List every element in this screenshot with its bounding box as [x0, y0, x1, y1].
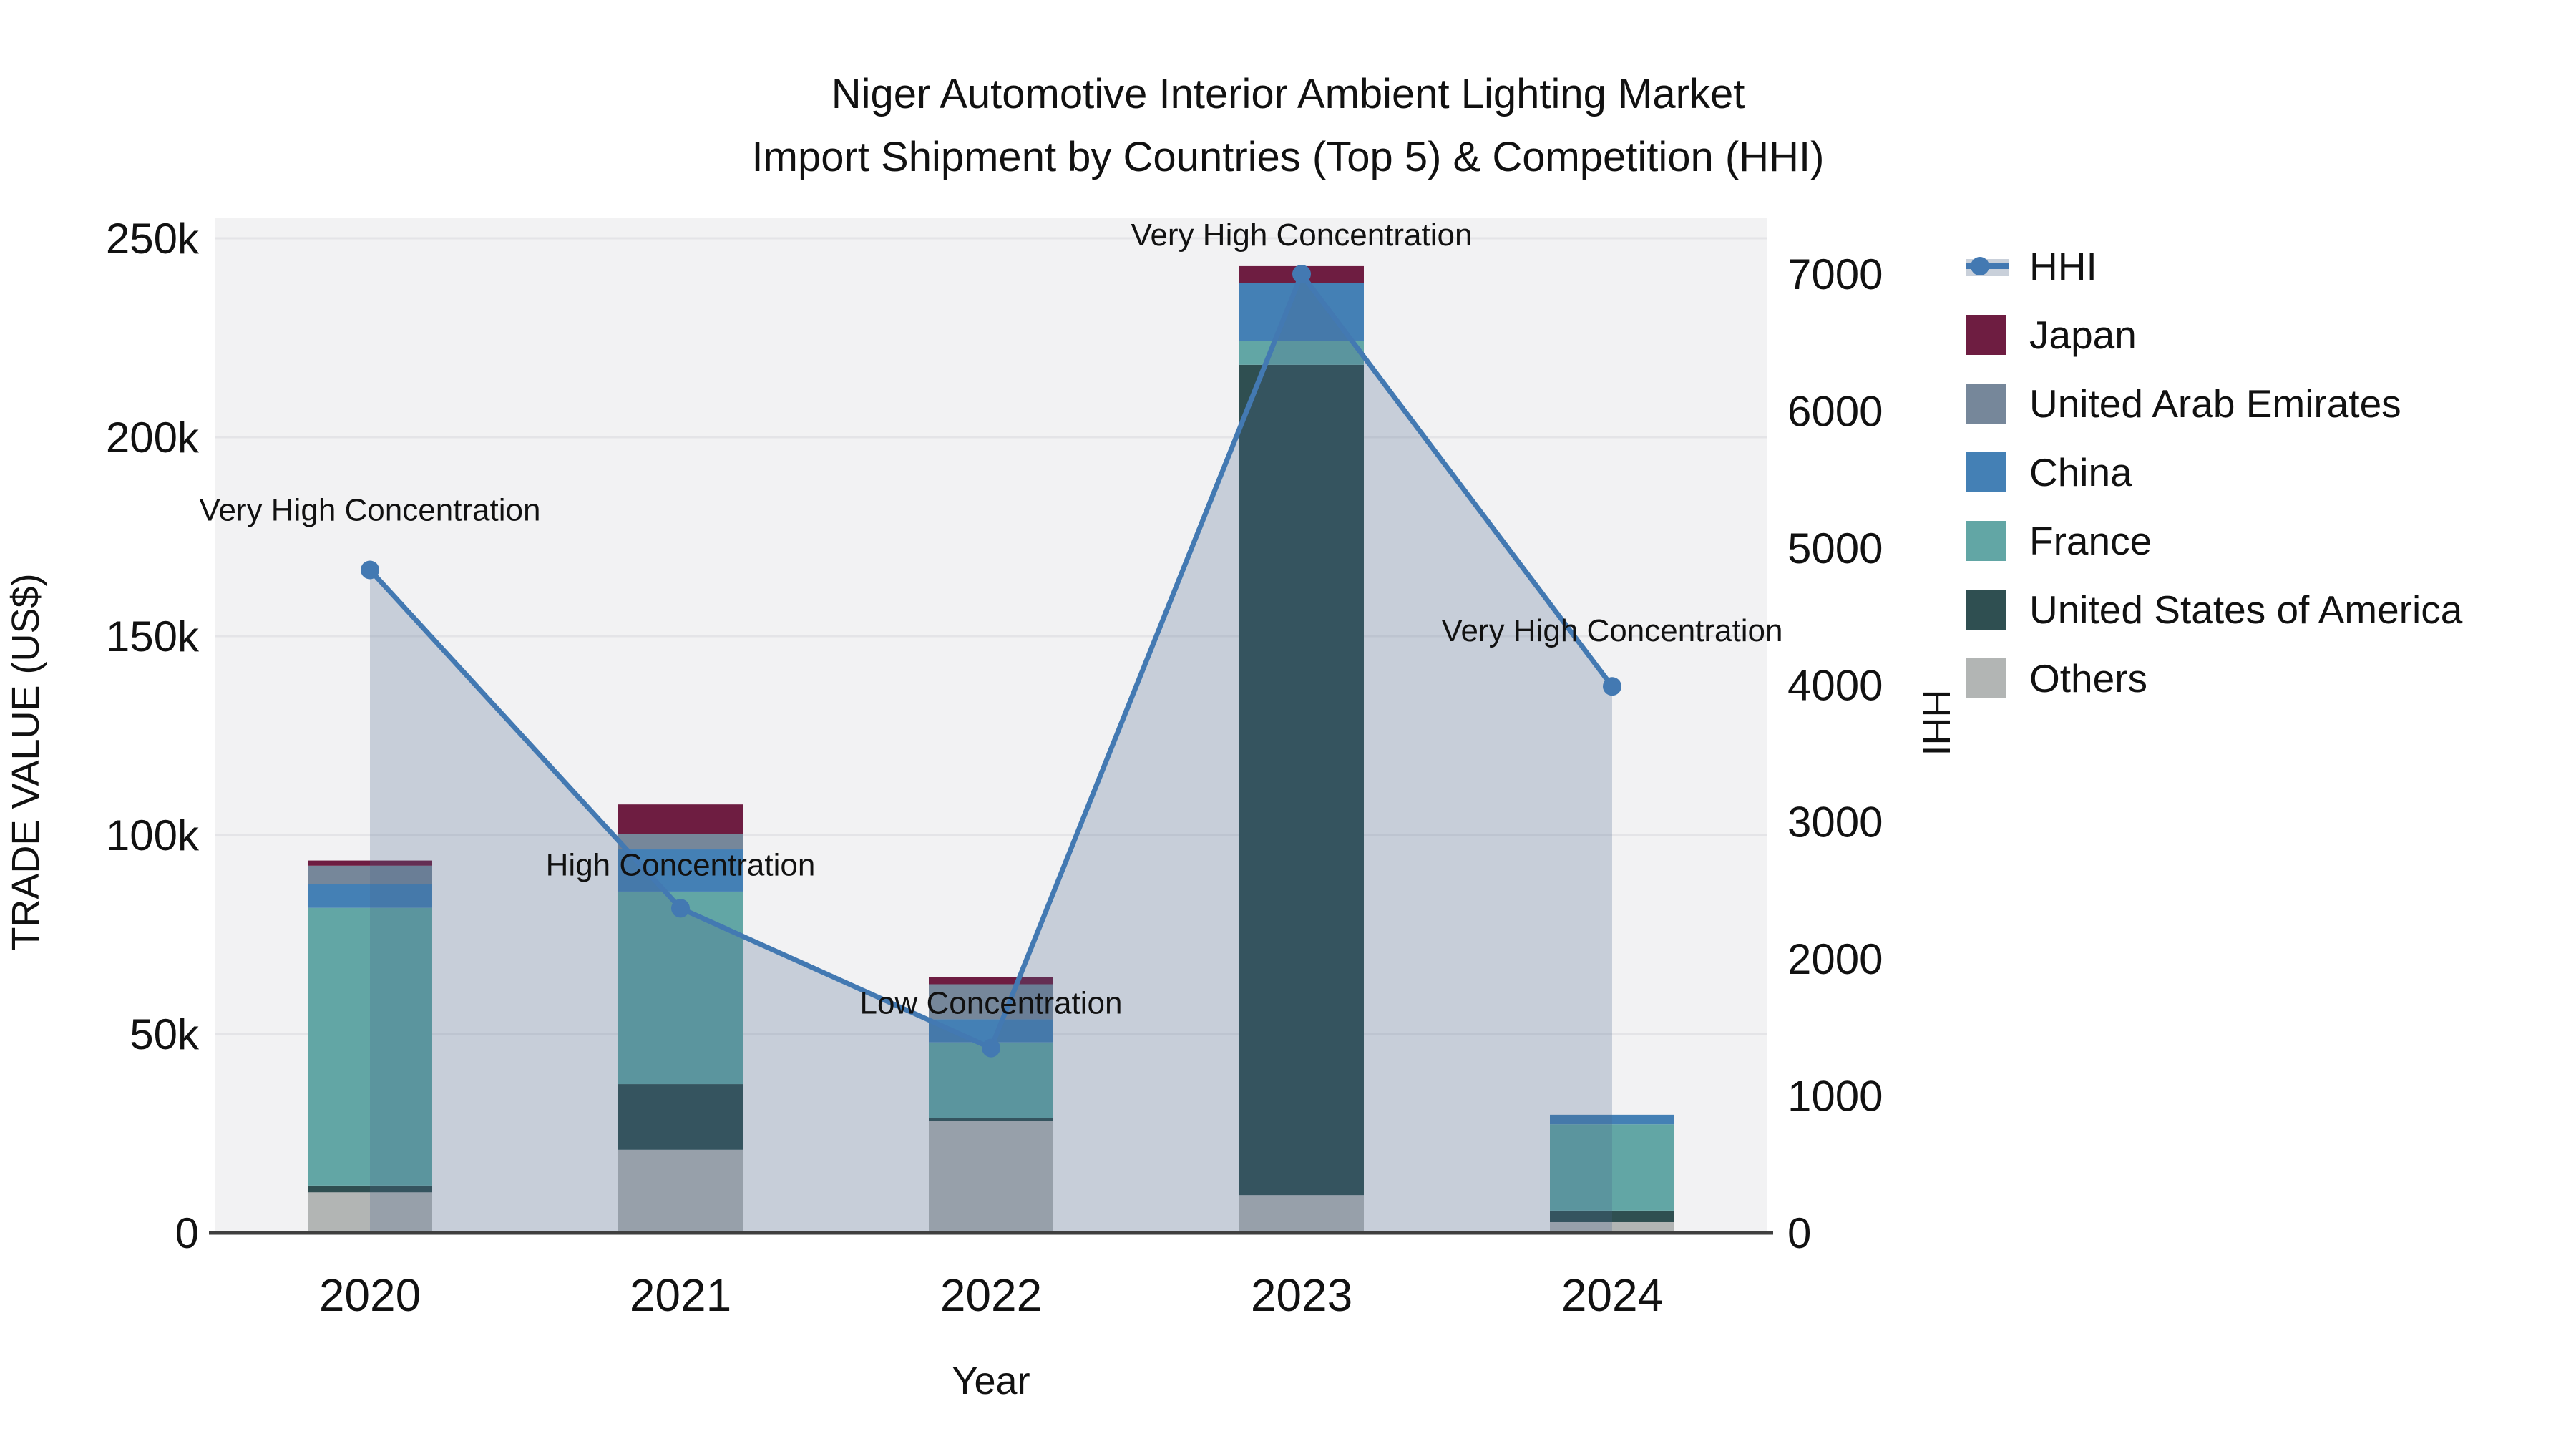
annotation-2020: Very High Concentration	[200, 492, 541, 527]
legend-swatch-japan	[1966, 315, 2006, 355]
annotation-2024: Very High Concentration	[1442, 613, 1783, 648]
y-left-tick-0: 0	[175, 1209, 199, 1257]
legend-item-united-arab-emirates[interactable]: United Arab Emirates	[1966, 369, 2462, 438]
bar-segment-france-2020[interactable]	[308, 907, 432, 1186]
hhi-line-icon-part	[1971, 257, 1989, 275]
y-left-axis-title: TRADE VALUE (US$)	[4, 573, 47, 951]
y-right-tick-5000: 5000	[1787, 525, 1883, 572]
bar-segment-japan-2022[interactable]	[929, 977, 1053, 985]
hhi-marker-2021[interactable]	[671, 899, 690, 918]
bar-segment-others-2021[interactable]	[618, 1149, 743, 1233]
legend-item-united-states-of-america[interactable]: United States of America	[1966, 575, 2462, 644]
bar-segment-united-states-of-america-2021[interactable]	[618, 1084, 743, 1150]
bar-segment-china-2021[interactable]	[618, 849, 743, 892]
legend-label: HHI	[2029, 244, 2097, 288]
legend-swatch-united-states-of-america	[1966, 590, 2006, 630]
legend-item-others[interactable]: Others	[1966, 644, 2462, 713]
hhi-area-fill	[370, 274, 1612, 1233]
hhi-line-icon	[1966, 246, 2009, 286]
y-right-axis-title: HHI	[1915, 689, 1958, 756]
y-right-tick-7000: 7000	[1787, 250, 1883, 298]
annotation-2023: Very High Concentration	[1131, 218, 1473, 253]
y-left-tick-50k: 50k	[130, 1010, 200, 1058]
bar-segment-united-states-of-america-2023[interactable]	[1239, 364, 1364, 1196]
legend-label: Others	[2029, 656, 2148, 701]
bar-segment-united-states-of-america-2022[interactable]	[929, 1118, 1053, 1121]
y-right-tick-6000: 6000	[1787, 387, 1883, 435]
hhi-marker-2024[interactable]	[1603, 677, 1621, 696]
bar-segment-united-arab-emirates-2021[interactable]	[618, 834, 743, 850]
y-right-tick-4000: 4000	[1787, 661, 1883, 709]
bar-segment-others-2020[interactable]	[308, 1192, 432, 1233]
y-right-tick-0: 0	[1787, 1209, 1811, 1257]
legend-label: France	[2029, 519, 2152, 563]
bar-segment-france-2021[interactable]	[618, 891, 743, 1085]
bar-segment-france-2023[interactable]	[1239, 341, 1364, 365]
legend-item-japan[interactable]: Japan	[1966, 301, 2462, 369]
chart-title: Niger Automotive Interior Ambient Lighti…	[0, 63, 2576, 189]
legend-swatch-united-arab-emirates	[1966, 384, 2006, 424]
bar-segment-united-states-of-america-2024[interactable]	[1550, 1210, 1674, 1222]
x-tick-2022: 2022	[940, 1269, 1042, 1321]
legend-swatch-china	[1966, 452, 2006, 492]
bar-segment-japan-2020[interactable]	[308, 860, 432, 866]
y-right-tick-1000: 1000	[1787, 1073, 1883, 1121]
hhi-marker-2022[interactable]	[982, 1038, 1000, 1058]
y-right-tick-2000: 2000	[1787, 935, 1883, 983]
bar-segment-china-2020[interactable]	[308, 884, 432, 908]
hhi-marker-2020[interactable]	[361, 560, 379, 580]
y-left-tick-200k: 200k	[106, 414, 200, 462]
x-axis-title: Year	[952, 1360, 1030, 1402]
annotation-2021: High Concentration	[546, 847, 816, 882]
bar-segment-japan-2021[interactable]	[618, 804, 743, 834]
legend-label: United States of America	[2029, 587, 2463, 632]
y-left-tick-250k: 250k	[106, 215, 200, 263]
bar-segment-others-2022[interactable]	[929, 1121, 1053, 1233]
bar-segment-united-arab-emirates-2020[interactable]	[308, 865, 432, 884]
y-left-tick-100k: 100k	[106, 811, 200, 859]
hhi-marker-2023[interactable]	[1292, 265, 1311, 283]
legend-label: China	[2029, 450, 2132, 494]
bar-segment-others-2024[interactable]	[1550, 1221, 1674, 1233]
bar-segment-others-2023[interactable]	[1239, 1195, 1364, 1233]
legend-swatch-others	[1966, 658, 2006, 698]
x-tick-2020: 2020	[319, 1269, 421, 1321]
chart-title-line2: Import Shipment by Countries (Top 5) & C…	[751, 134, 1825, 180]
x-tick-2024: 2024	[1561, 1269, 1663, 1321]
legend-label: United Arab Emirates	[2029, 381, 2401, 426]
annotation-2022: Low Concentration	[860, 986, 1123, 1021]
bar-segment-united-arab-emirates-2022[interactable]	[929, 984, 1053, 1020]
x-tick-2023: 2023	[1251, 1269, 1352, 1321]
legend-label: Japan	[2029, 313, 2137, 357]
y-left-tick-150k: 150k	[106, 613, 200, 660]
bar-segment-united-states-of-america-2020[interactable]	[308, 1185, 432, 1193]
legend: HHI Japan United Arab Emirates China France U…	[1966, 232, 2462, 713]
legend-item-china[interactable]: China	[1966, 438, 2462, 507]
x-tick-2021: 2021	[630, 1269, 731, 1321]
y-right-tick-3000: 3000	[1787, 799, 1883, 847]
chart-title-line1: Niger Automotive Interior Ambient Lighti…	[831, 71, 1745, 117]
bar-segment-china-2024[interactable]	[1550, 1114, 1674, 1125]
legend-item-france[interactable]: France	[1966, 507, 2462, 575]
legend-swatch-france	[1966, 521, 2006, 561]
bar-segment-france-2024[interactable]	[1550, 1124, 1674, 1211]
legend-item-hhi[interactable]: HHI	[1966, 232, 2462, 301]
